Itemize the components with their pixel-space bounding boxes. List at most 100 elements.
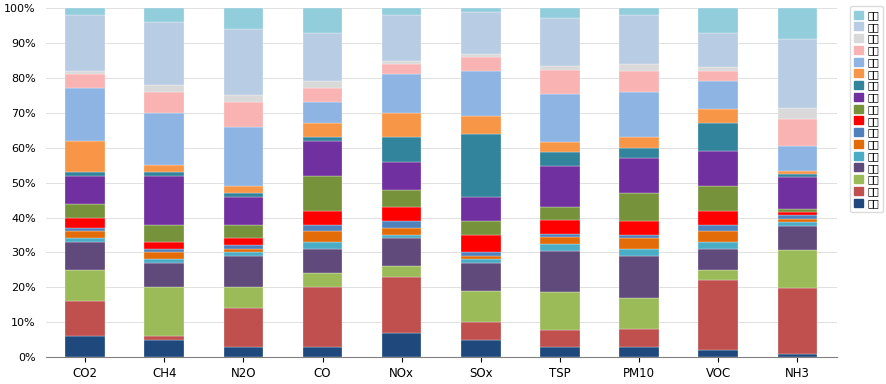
Bar [382, 238, 422, 266]
Bar [303, 33, 342, 81]
Bar [144, 242, 184, 249]
Bar [303, 123, 342, 137]
Bar [66, 336, 105, 357]
Bar [223, 308, 263, 347]
Bar [619, 15, 659, 64]
Bar [144, 336, 184, 340]
Bar [778, 119, 817, 146]
Bar [698, 249, 738, 270]
Bar [382, 333, 422, 357]
Bar [144, 92, 184, 113]
Bar [619, 71, 659, 92]
Bar [382, 221, 422, 228]
Bar [540, 244, 579, 251]
Bar [382, 266, 422, 277]
Bar [778, 39, 817, 108]
Bar [619, 148, 659, 158]
Bar [540, 18, 579, 66]
Bar [66, 217, 105, 228]
Bar [619, 64, 659, 71]
Bar [461, 256, 501, 260]
Bar [461, 235, 501, 252]
Bar [698, 81, 738, 109]
Bar [778, 174, 817, 177]
Bar [619, 238, 659, 249]
Bar [778, 354, 817, 357]
Bar [223, 8, 263, 29]
Bar [778, 177, 817, 209]
Bar [778, 222, 817, 226]
Bar [461, 116, 501, 134]
Bar [303, 242, 342, 249]
Bar [619, 158, 659, 193]
Bar [223, 249, 263, 252]
Bar [144, 172, 184, 175]
Bar [698, 210, 738, 225]
Bar [698, 232, 738, 242]
Bar [382, 277, 422, 333]
Bar [540, 8, 579, 18]
Bar [144, 263, 184, 287]
Bar [144, 287, 184, 336]
Bar [66, 15, 105, 71]
Bar [698, 123, 738, 151]
Bar [540, 234, 579, 237]
Bar [461, 8, 501, 12]
Bar [619, 256, 659, 298]
Bar [303, 273, 342, 287]
Bar [223, 245, 263, 249]
Bar [223, 225, 263, 238]
Bar [144, 175, 184, 225]
Bar [698, 186, 738, 210]
Bar [619, 249, 659, 256]
Bar [144, 260, 184, 263]
Bar [144, 225, 184, 242]
Bar [698, 68, 738, 71]
Bar [223, 238, 263, 245]
Bar [303, 347, 342, 357]
Bar [698, 242, 738, 249]
Bar [619, 8, 659, 15]
Bar [778, 146, 817, 170]
Bar [461, 197, 501, 221]
Bar [303, 88, 342, 103]
Bar [461, 263, 501, 291]
Bar [461, 221, 501, 235]
Bar [66, 204, 105, 217]
Bar [778, 212, 817, 215]
Bar [303, 137, 342, 141]
Bar [303, 232, 342, 242]
Bar [778, 8, 817, 39]
Bar [382, 162, 422, 190]
Bar [223, 127, 263, 186]
Bar [144, 113, 184, 165]
Bar [778, 108, 817, 119]
Bar [303, 141, 342, 175]
Bar [619, 221, 659, 235]
Bar [540, 347, 579, 357]
Bar [382, 235, 422, 238]
Bar [223, 252, 263, 256]
Bar [303, 175, 342, 210]
Bar [461, 71, 501, 116]
Bar [778, 215, 817, 219]
Bar [144, 165, 184, 172]
Bar [540, 66, 579, 70]
Bar [382, 113, 422, 137]
Bar [461, 134, 501, 197]
Bar [778, 288, 817, 354]
Bar [223, 193, 263, 197]
Bar [540, 70, 579, 94]
Bar [540, 237, 579, 244]
Bar [778, 226, 817, 250]
Bar [461, 322, 501, 340]
Bar [66, 270, 105, 301]
Bar [778, 250, 817, 288]
Bar [144, 22, 184, 85]
Bar [540, 251, 579, 292]
Bar [619, 235, 659, 238]
Bar [144, 252, 184, 260]
Bar [382, 8, 422, 15]
Bar [382, 15, 422, 61]
Bar [461, 53, 501, 57]
